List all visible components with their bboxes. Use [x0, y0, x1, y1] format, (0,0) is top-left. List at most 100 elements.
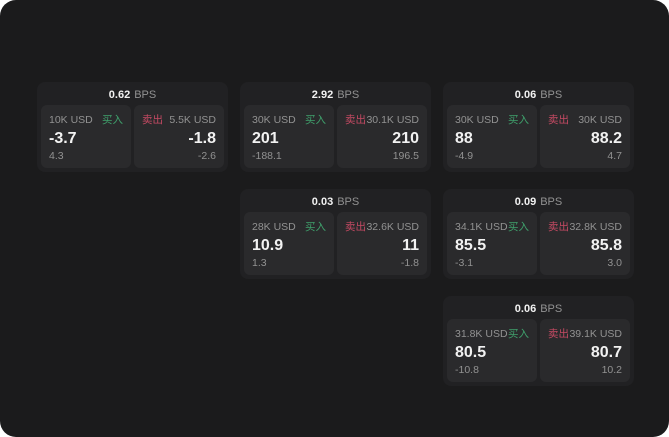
sell-panel-top: 卖出 5.5K USD [142, 112, 216, 127]
bps-value: 2.92 [311, 89, 334, 101]
sell-quote-panel[interactable]: 卖出 39.1K USD 80.7 10.2 [540, 319, 630, 382]
quote-panels: 30K USD 买入 88 -4.9 卖出 30K USD 88.2 4.7 [447, 105, 630, 168]
quote-panels: 31.8K USD 买入 80.5 -10.8 卖出 39.1K USD 80.… [447, 319, 630, 382]
card-header: 0.03 BPS [244, 193, 427, 212]
buy-amount: 28K USD [252, 220, 296, 233]
sell-sub-value: 10.2 [601, 364, 622, 376]
sell-quote-panel[interactable]: 卖出 30K USD 88.2 4.7 [540, 105, 630, 168]
buy-side-label: 买入 [508, 114, 529, 126]
sell-quote-panel[interactable]: 卖出 30.1K USD 210 196.5 [337, 105, 427, 168]
quote-panels: 34.1K USD 买入 85.5 -3.1 卖出 32.8K USD 85.8… [447, 212, 630, 275]
bps-unit-label: BPS [540, 303, 563, 315]
buy-quote-panel[interactable]: 30K USD 买入 88 -4.9 [447, 105, 537, 168]
bps-value: 0.06 [514, 303, 537, 315]
buy-side-label: 买入 [305, 114, 326, 126]
sell-side-label: 卖出 [548, 328, 569, 340]
buy-quote-panel[interactable]: 28K USD 买入 10.9 1.3 [244, 212, 334, 275]
buy-side-label: 买入 [508, 221, 529, 233]
sell-price: 210 [392, 129, 419, 147]
quote-card: 0.06 BPS 31.8K USD 买入 80.5 -10.8 卖出 39.1… [443, 296, 634, 386]
sell-amount: 32.6K USD [366, 220, 419, 233]
sell-amount: 30.1K USD [366, 113, 419, 126]
buy-quote-panel[interactable]: 30K USD 买入 201 -188.1 [244, 105, 334, 168]
sell-amount: 39.1K USD [569, 327, 622, 340]
sell-side-label: 卖出 [142, 114, 163, 126]
sell-panel-top: 卖出 30.1K USD [345, 112, 419, 127]
cards-grid: 0.62 BPS 10K USD 买入 -3.7 4.3 卖出 5.5K USD… [37, 82, 634, 386]
sell-sub-value: 196.5 [392, 150, 419, 162]
sell-amount: 5.5K USD [169, 113, 216, 126]
sell-quote-panel[interactable]: 卖出 32.8K USD 85.8 3.0 [540, 212, 630, 275]
buy-amount: 31.8K USD [455, 327, 508, 340]
buy-price: -3.7 [49, 129, 77, 147]
buy-panel-top: 34.1K USD 买入 [455, 219, 529, 234]
card-header: 0.06 BPS [447, 86, 630, 105]
sell-sub-value: -2.6 [197, 150, 216, 162]
sell-price: 80.7 [590, 343, 622, 361]
bps-unit-label: BPS [337, 196, 360, 208]
quote-card: 0.62 BPS 10K USD 买入 -3.7 4.3 卖出 5.5K USD… [37, 82, 228, 172]
buy-amount: 30K USD [455, 113, 499, 126]
sell-amount: 32.8K USD [569, 220, 622, 233]
quote-card: 0.09 BPS 34.1K USD 买入 85.5 -3.1 卖出 32.8K… [443, 189, 634, 279]
buy-side-label: 买入 [102, 114, 123, 126]
sell-side-label: 卖出 [548, 114, 569, 126]
sell-side-label: 卖出 [345, 221, 366, 233]
buy-amount: 30K USD [252, 113, 296, 126]
bps-value: 0.06 [514, 89, 537, 101]
buy-price: 85.5 [455, 236, 487, 254]
sell-price: 11 [402, 236, 419, 254]
buy-price: 80.5 [455, 343, 487, 361]
buy-sub-value: 4.3 [49, 150, 64, 162]
sell-quote-panel[interactable]: 卖出 32.6K USD 11 -1.8 [337, 212, 427, 275]
bps-unit-label: BPS [134, 89, 157, 101]
buy-panel-top: 30K USD 买入 [252, 112, 326, 127]
buy-panel-top: 28K USD 买入 [252, 219, 326, 234]
sell-panel-top: 卖出 39.1K USD [548, 326, 622, 341]
sell-panel-top: 卖出 32.6K USD [345, 219, 419, 234]
bps-unit-label: BPS [337, 89, 360, 101]
buy-price: 201 [252, 129, 279, 147]
buy-panel-top: 31.8K USD 买入 [455, 326, 529, 341]
quote-panels: 10K USD 买入 -3.7 4.3 卖出 5.5K USD -1.8 -2.… [41, 105, 224, 168]
sell-sub-value: 4.7 [607, 150, 622, 162]
buy-price: 88 [455, 129, 473, 147]
bps-value: 0.03 [311, 196, 334, 208]
buy-sub-value: -4.9 [455, 150, 474, 162]
sell-side-label: 卖出 [548, 221, 569, 233]
sell-price: 85.8 [590, 236, 622, 254]
bps-value: 0.62 [108, 89, 131, 101]
quote-card: 0.03 BPS 28K USD 买入 10.9 1.3 卖出 32.6K US… [240, 189, 431, 279]
bps-unit-label: BPS [540, 196, 563, 208]
card-header: 0.62 BPS [41, 86, 224, 105]
sell-quote-panel[interactable]: 卖出 5.5K USD -1.8 -2.6 [134, 105, 224, 168]
buy-panel-top: 30K USD 买入 [455, 112, 529, 127]
buy-price: 10.9 [252, 236, 284, 254]
quote-card: 2.92 BPS 30K USD 买入 201 -188.1 卖出 30.1K … [240, 82, 431, 172]
buy-amount: 34.1K USD [455, 220, 508, 233]
sell-price: 88.2 [590, 129, 622, 147]
card-header: 0.06 BPS [447, 300, 630, 319]
quote-panels: 30K USD 买入 201 -188.1 卖出 30.1K USD 210 1… [244, 105, 427, 168]
card-header: 0.09 BPS [447, 193, 630, 212]
buy-sub-value: 1.3 [252, 257, 267, 269]
quote-panels: 28K USD 买入 10.9 1.3 卖出 32.6K USD 11 -1.8 [244, 212, 427, 275]
sell-panel-top: 卖出 32.8K USD [548, 219, 622, 234]
buy-side-label: 买入 [508, 328, 529, 340]
sell-amount: 30K USD [578, 113, 622, 126]
buy-sub-value: -3.1 [455, 257, 474, 269]
sell-sub-value: -1.8 [400, 257, 419, 269]
buy-quote-panel[interactable]: 10K USD 买入 -3.7 4.3 [41, 105, 131, 168]
sell-price: -1.8 [188, 129, 216, 147]
sell-side-label: 卖出 [345, 114, 366, 126]
buy-panel-top: 10K USD 买入 [49, 112, 123, 127]
quote-card: 0.06 BPS 30K USD 买入 88 -4.9 卖出 30K USD 8… [443, 82, 634, 172]
buy-quote-panel[interactable]: 34.1K USD 买入 85.5 -3.1 [447, 212, 537, 275]
sell-panel-top: 卖出 30K USD [548, 112, 622, 127]
bps-unit-label: BPS [540, 89, 563, 101]
bps-value: 0.09 [514, 196, 537, 208]
buy-side-label: 买入 [305, 221, 326, 233]
buy-quote-panel[interactable]: 31.8K USD 买入 80.5 -10.8 [447, 319, 537, 382]
buy-sub-value: -10.8 [455, 364, 479, 376]
